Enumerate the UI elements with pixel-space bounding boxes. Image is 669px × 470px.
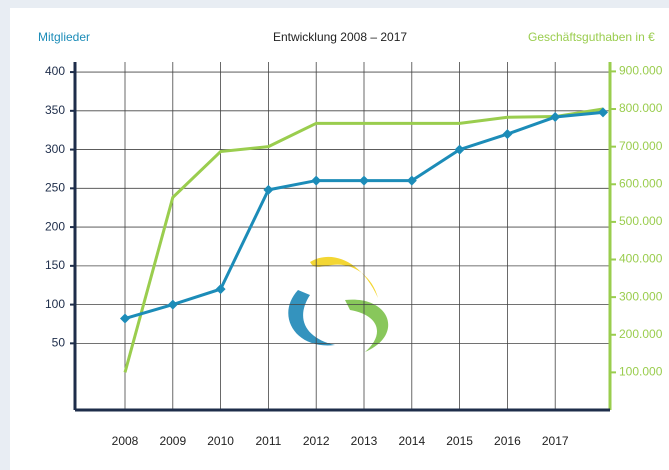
y-tick-label: 300 <box>45 142 65 156</box>
x-tick-label: 2010 <box>207 434 234 448</box>
data-point <box>120 313 130 324</box>
y2-tick-label: 200.000 <box>619 327 663 341</box>
data-point <box>550 112 561 123</box>
data-point <box>598 107 608 118</box>
y-axis-label: Mitglieder <box>38 30 90 44</box>
chart-title: Entwicklung 2008 – 2017 <box>273 30 407 44</box>
data-point <box>311 175 322 186</box>
y-tick-label: 350 <box>45 103 65 117</box>
x-tick-label: 2017 <box>542 434 569 448</box>
series-line <box>123 107 604 373</box>
y-tick-label: 250 <box>45 181 65 195</box>
y-tick-label: 50 <box>52 336 66 350</box>
y-tick-label: 400 <box>45 64 65 78</box>
y-tick-label: 100 <box>45 297 65 311</box>
y2-tick-label: 500.000 <box>619 214 663 228</box>
x-tick-label: 2014 <box>398 434 425 448</box>
y-tick-label: 200 <box>45 219 65 233</box>
y2-tick-label: 700.000 <box>619 139 663 153</box>
logo <box>288 256 389 352</box>
x-tick-label: 2016 <box>494 434 521 448</box>
data-point <box>454 144 465 155</box>
x-tick-label: 2015 <box>446 434 473 448</box>
x-tick-label: 2011 <box>255 434 281 448</box>
data-point <box>167 299 178 310</box>
card <box>10 8 669 470</box>
y2-tick-label: 300.000 <box>619 289 663 303</box>
y2-tick-label: 100.000 <box>619 365 663 379</box>
data-point <box>406 175 417 186</box>
y2-tick-label: 400.000 <box>619 252 663 266</box>
data-point <box>263 184 274 195</box>
x-tick-label: 2009 <box>159 434 186 448</box>
y-tick-label: 150 <box>45 258 65 272</box>
data-point <box>359 175 369 186</box>
data-point <box>502 129 513 140</box>
x-tick-label: 2012 <box>303 434 330 448</box>
y2-axis-label: Geschäftsguthaben in € <box>528 30 655 44</box>
y2-tick-label: 900.000 <box>619 64 663 78</box>
y2-tick-label: 600.000 <box>619 176 663 190</box>
y2-tick-label: 800.000 <box>619 101 663 115</box>
x-tick-label: 2008 <box>112 434 139 448</box>
x-tick-label: 2013 <box>351 434 378 448</box>
data-point <box>215 284 226 295</box>
